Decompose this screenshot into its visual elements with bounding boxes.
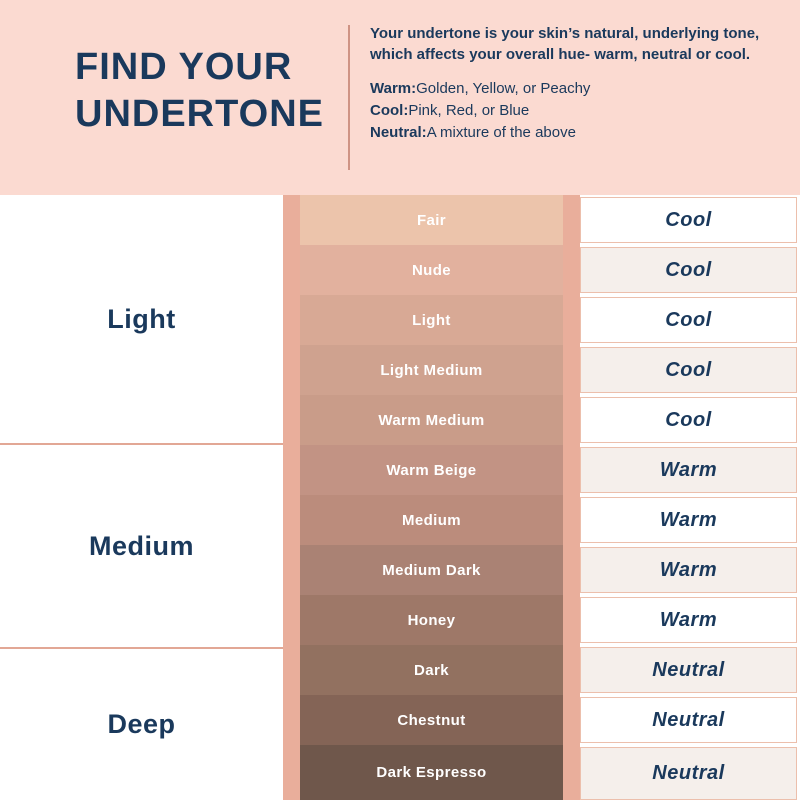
undertone-label: Neutral (652, 762, 725, 784)
shade-swatch-row: Light (300, 295, 563, 345)
undertone-slot: Neutral (580, 645, 800, 695)
undertone-label: Warm (659, 608, 718, 631)
depth-group-divider (0, 647, 283, 649)
definition-term: Cool: (370, 102, 409, 119)
shade-label: Fair (416, 211, 447, 229)
shade-label: Medium Dark (382, 561, 481, 579)
depth-group-divider (0, 443, 283, 445)
undertone-label: Cool (665, 358, 712, 381)
undertone-cell: Cool (580, 247, 797, 293)
shade-swatch-row: Medium Dark (300, 545, 563, 595)
undertone-table: Light Medium Deep Fair Nude Light Light … (0, 195, 800, 800)
shade-swatch-row: Dark (300, 645, 563, 695)
swatch-column: Fair Nude Light Light Medium Warm Medium… (300, 195, 563, 800)
undertone-label: Neutral (652, 658, 725, 681)
undertone-cell: Cool (580, 347, 797, 393)
shade-label: Warm Medium (378, 411, 485, 429)
undertone-slot: Neutral (580, 745, 800, 800)
page-title: FIND YOUR UNDERTONE (0, 0, 348, 195)
undertone-label: Cool (665, 258, 712, 281)
undertone-slot: Warm (580, 495, 800, 545)
depth-column: Light Medium Deep (0, 195, 283, 800)
undertone-cell: Cool (580, 297, 797, 343)
definition-text: A mixture of the above (426, 124, 576, 141)
shade-label: Nude (411, 261, 452, 279)
header-info: Your undertone is your skin’s natural, u… (350, 0, 800, 195)
undertone-slot: Cool (580, 195, 800, 245)
page-title-line2: UNDERTONE (75, 93, 324, 135)
depth-group-cell: Deep (0, 649, 283, 800)
definition-line: Cool:Pink, Red, or Blue (370, 100, 790, 122)
shade-label: Dark Espresso (376, 764, 487, 781)
shade-label: Chestnut (397, 711, 466, 729)
depth-group-cell: Light (0, 195, 283, 443)
shade-label: Light (412, 311, 451, 329)
definition-text: Golden, Yellow, or Peachy (416, 80, 591, 97)
undertone-cell: Warm (580, 447, 797, 493)
undertone-slot: Warm (580, 545, 800, 595)
undertone-description: Your undertone is your skin’s natural, u… (370, 25, 760, 63)
undertone-slot: Warm (580, 445, 800, 495)
undertone-cell: Cool (580, 397, 797, 443)
page-title-line1: FIND YOUR (75, 46, 293, 88)
header: FIND YOUR UNDERTONE Your undertone is yo… (0, 0, 800, 195)
undertone-label: Neutral (652, 708, 725, 731)
undertone-column: Cool Cool Cool Cool Cool Warm Warm Warm … (580, 195, 800, 800)
depth-group-label: Deep (107, 709, 176, 739)
shade-swatch-row: Honey (300, 595, 563, 645)
shade-swatch-row: Light Medium (300, 345, 563, 395)
shade-swatch-row: Medium (300, 495, 563, 545)
undertone-cell: Cool (580, 197, 797, 243)
undertone-cell: Warm (580, 547, 797, 593)
undertone-slot: Cool (580, 295, 800, 345)
shade-swatch-row: Warm Medium (300, 395, 563, 445)
undertone-slot: Cool (580, 345, 800, 395)
undertone-cell: Warm (580, 497, 797, 543)
undertone-cell: Warm (580, 597, 797, 643)
undertone-slot: Cool (580, 395, 800, 445)
definition-line: Warm:Golden, Yellow, or Peachy (370, 78, 790, 100)
definition-text: Pink, Red, or Blue (408, 102, 530, 119)
shade-swatch-row: Dark Espresso (300, 745, 563, 800)
undertone-label: Cool (665, 408, 712, 431)
undertone-label: Cool (665, 208, 712, 231)
header-divider (348, 25, 350, 170)
swatch-left-strip (283, 195, 300, 800)
undertone-cell: Neutral (580, 747, 797, 800)
shade-swatch-row: Warm Beige (300, 445, 563, 495)
depth-group-label: Light (107, 303, 176, 334)
undertone-label: Cool (665, 308, 712, 331)
undertone-slot: Neutral (580, 695, 800, 745)
shade-swatch-row: Nude (300, 245, 563, 295)
undertone-label: Warm (659, 458, 718, 481)
undertone-label: Warm (659, 558, 718, 581)
undertone-cell: Neutral (580, 647, 797, 693)
shade-label: Dark (414, 661, 449, 679)
shade-swatch-row: Fair (300, 195, 563, 245)
depth-group-cell: Medium (0, 445, 283, 647)
swatch-right-strip (563, 195, 580, 800)
definition-term: Neutral: (370, 124, 427, 141)
shade-swatch-row: Chestnut (300, 695, 563, 745)
shade-label: Honey (407, 611, 456, 629)
shade-label: Medium (401, 511, 462, 529)
undertone-definitions: Warm:Golden, Yellow, or Peachy Cool:Pink,… (370, 78, 790, 144)
undertone-cell: Neutral (580, 697, 797, 743)
undertone-label: Warm (659, 508, 718, 531)
undertone-slot: Warm (580, 595, 800, 645)
depth-group-label: Medium (88, 530, 194, 561)
undertone-slot: Cool (580, 245, 800, 295)
definition-line: Neutral:A mixture of the above (370, 122, 790, 144)
shade-label: Light Medium (380, 361, 483, 379)
definition-term: Warm: (370, 80, 417, 97)
shade-label: Warm Beige (386, 461, 477, 479)
